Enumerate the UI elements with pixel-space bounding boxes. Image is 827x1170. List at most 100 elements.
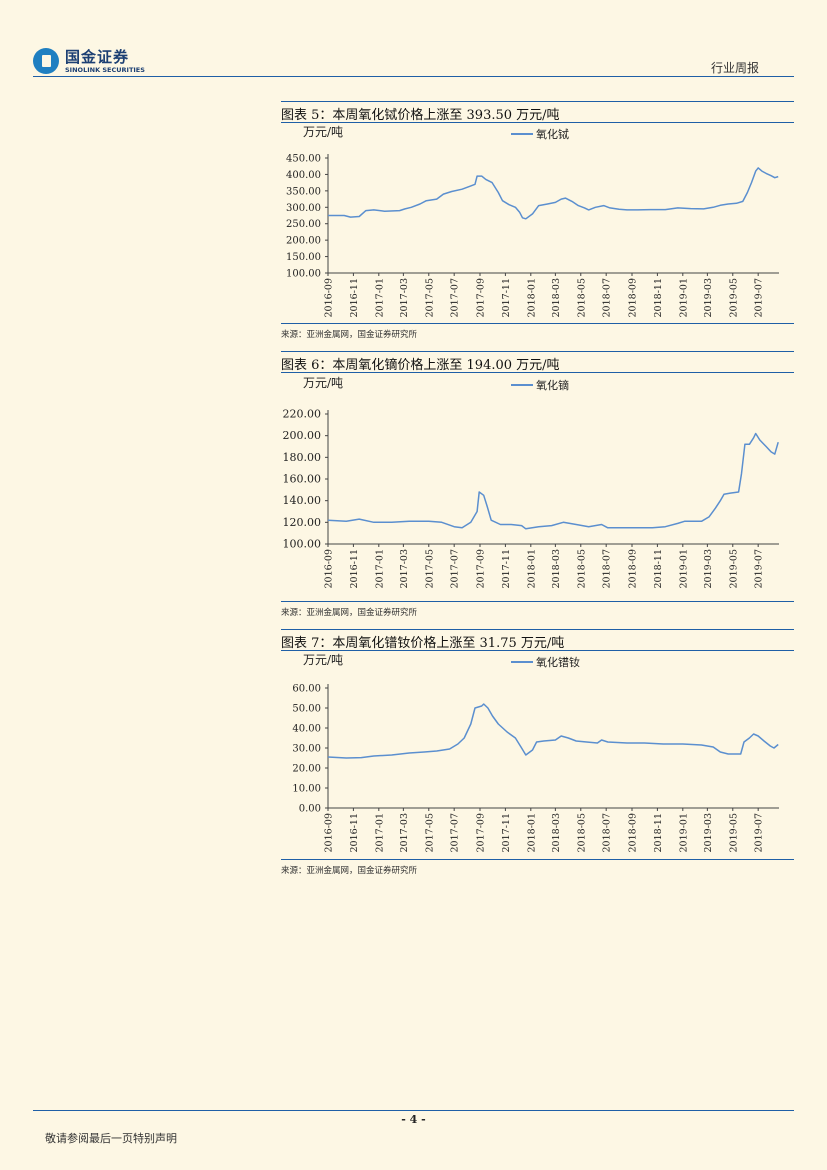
- x-tick-label: 2017-03: [399, 549, 410, 588]
- y-tick-label: 220.00: [283, 408, 322, 421]
- y-tick-label: 0.00: [299, 804, 321, 815]
- legend-label: 氧化镝: [536, 378, 569, 392]
- page-number: - 4 -: [401, 1113, 426, 1126]
- x-tick-label: 2017-03: [399, 813, 410, 852]
- x-tick-label: 2018-05: [576, 813, 587, 852]
- x-tick-label: 2017-11: [501, 278, 512, 317]
- y-tick-label: 100.00: [283, 538, 322, 551]
- source-divider: [281, 601, 794, 602]
- figure-title: 图表 6：本周氧化镝价格上涨至 194.00 万元/吨: [281, 358, 560, 373]
- logo-english-name: SINOLINK SECURITIES: [65, 66, 145, 74]
- y-tick-label: 20.00: [292, 764, 321, 775]
- x-tick-label: 2017-09: [475, 549, 486, 588]
- x-tick-label: 2019-03: [703, 549, 714, 588]
- x-tick-label: 2019-07: [754, 549, 765, 588]
- footer-divider: [33, 1110, 794, 1111]
- source-divider: [281, 859, 794, 860]
- x-tick-label: 2016-11: [349, 278, 360, 317]
- x-tick-label: 2019-07: [754, 278, 765, 317]
- y-tick-label: 50.00: [292, 704, 321, 715]
- y-tick-label: 10.00: [292, 784, 321, 795]
- x-tick-label: 2019-03: [703, 813, 714, 852]
- y-tick-label: 100.00: [286, 269, 321, 280]
- header-divider: [33, 76, 794, 77]
- x-tick-label: 2017-11: [501, 549, 512, 588]
- x-tick-label: 2017-09: [475, 813, 486, 852]
- y-tick-label: 200.00: [283, 429, 322, 442]
- x-tick-label: 2017-07: [450, 278, 461, 317]
- figure-source: 来源：亚洲金属网，国金证券研究所: [281, 866, 418, 876]
- y-tick-label: 60.00: [292, 684, 321, 695]
- x-tick-label: 2017-09: [475, 278, 486, 317]
- x-tick-label: 2019-03: [703, 278, 714, 317]
- y-tick-label: 120.00: [283, 516, 322, 529]
- page-header: 国金证券 SINOLINK SECURITIES 行业周报: [0, 0, 827, 80]
- y-tick-label: 400.00: [286, 170, 321, 181]
- x-tick-label: 2018-05: [576, 278, 587, 317]
- x-tick-label: 2018-11: [653, 549, 664, 588]
- x-tick-label: 2017-05: [424, 549, 435, 588]
- x-tick-label: 2019-01: [678, 278, 689, 317]
- figure-source: 来源：亚洲金属网，国金证券研究所: [281, 330, 418, 340]
- x-tick-label: 2018-01: [526, 278, 537, 317]
- x-tick-label: 2017-11: [501, 813, 512, 852]
- x-tick-label: 2017-07: [450, 813, 461, 852]
- x-tick-label: 2019-05: [728, 278, 739, 317]
- disclaimer-note: 敬请参阅最后一页特别声明: [45, 1132, 177, 1145]
- x-tick-label: 2018-03: [551, 813, 562, 852]
- y-tick-label: 300.00: [286, 203, 321, 214]
- x-tick-label: 2017-07: [450, 549, 461, 588]
- praseodymium-neodymium-oxide-chart: 万元/吨 氧化镨钕 0.00 10.00 20.00 30.00 40.00 50.00 60.…: [281, 650, 794, 858]
- x-tick-label: 2019-05: [728, 549, 739, 588]
- figure-title-bar: 图表 5：本周氧化铽价格上涨至 393.50 万元/吨: [281, 101, 794, 123]
- x-tick-label: 2017-05: [424, 278, 435, 317]
- x-tick-label: 2018-11: [653, 278, 664, 317]
- legend-label: 氧化镨钕: [536, 655, 580, 669]
- report-type: 行业周报: [710, 61, 759, 75]
- x-tick-label: 2017-05: [424, 813, 435, 852]
- x-tick-label: 2017-01: [374, 278, 385, 317]
- y-tick-label: 140.00: [283, 494, 322, 507]
- figure-title: 图表 7：本周氧化镨钕价格上涨至 31.75 万元/吨: [281, 636, 565, 651]
- dysprosium-oxide-chart: 万元/吨 氧化镝 100.00 120.00 140.00 160.00 180.00 200…: [281, 372, 794, 600]
- x-tick-label: 2018-03: [551, 549, 562, 588]
- x-tick-label: 2018-03: [551, 278, 562, 317]
- x-tick-label: 2018-07: [602, 549, 613, 588]
- x-tick-label: 2019-07: [754, 813, 765, 852]
- x-tick-label: 2018-11: [653, 813, 664, 852]
- x-tick-label: 2019-01: [678, 549, 689, 588]
- x-tick-label: 2018-09: [627, 278, 638, 317]
- x-tick-label: 2016-09: [324, 278, 335, 317]
- y-tick-label: 180.00: [283, 451, 322, 464]
- x-tick-label: 2018-05: [576, 549, 587, 588]
- x-tick-label: 2018-07: [602, 813, 613, 852]
- series-line: [327, 703, 779, 759]
- company-logo: 国金证券 SINOLINK SECURITIES: [33, 46, 163, 82]
- y-tick-label: 350.00: [286, 186, 321, 197]
- logo-icon: [33, 48, 59, 74]
- y-tick-label: 450.00: [286, 154, 321, 165]
- y-tick-label: 200.00: [286, 236, 321, 247]
- source-divider: [281, 323, 794, 324]
- y-tick-label: 160.00: [283, 473, 322, 486]
- y-tick-label: 150.00: [286, 252, 321, 263]
- x-tick-label: 2017-01: [374, 549, 385, 588]
- y-tick-label: 30.00: [292, 744, 321, 755]
- y-tick-label: 40.00: [292, 724, 321, 735]
- x-tick-label: 2016-09: [324, 813, 335, 852]
- series-line: [328, 167, 779, 220]
- x-tick-label: 2016-09: [324, 549, 335, 588]
- figure-title-bar: 图表 6：本周氧化镝价格上涨至 194.00 万元/吨: [281, 351, 794, 373]
- logo-chinese-name: 国金证券: [65, 48, 130, 66]
- x-tick-label: 2016-11: [349, 813, 360, 852]
- x-tick-label: 2018-01: [526, 549, 537, 588]
- x-tick-label: 2017-01: [374, 813, 385, 852]
- unit-label: 万元/吨: [303, 125, 343, 139]
- unit-label: 万元/吨: [303, 653, 343, 667]
- x-tick-label: 2017-03: [399, 278, 410, 317]
- series-line: [327, 432, 779, 530]
- figure-title: 图表 5：本周氧化铽价格上涨至 393.50 万元/吨: [281, 108, 560, 123]
- figure-source: 来源：亚洲金属网，国金证券研究所: [281, 608, 418, 618]
- x-tick-label: 2019-01: [678, 813, 689, 852]
- legend-label: 氧化铽: [536, 127, 569, 141]
